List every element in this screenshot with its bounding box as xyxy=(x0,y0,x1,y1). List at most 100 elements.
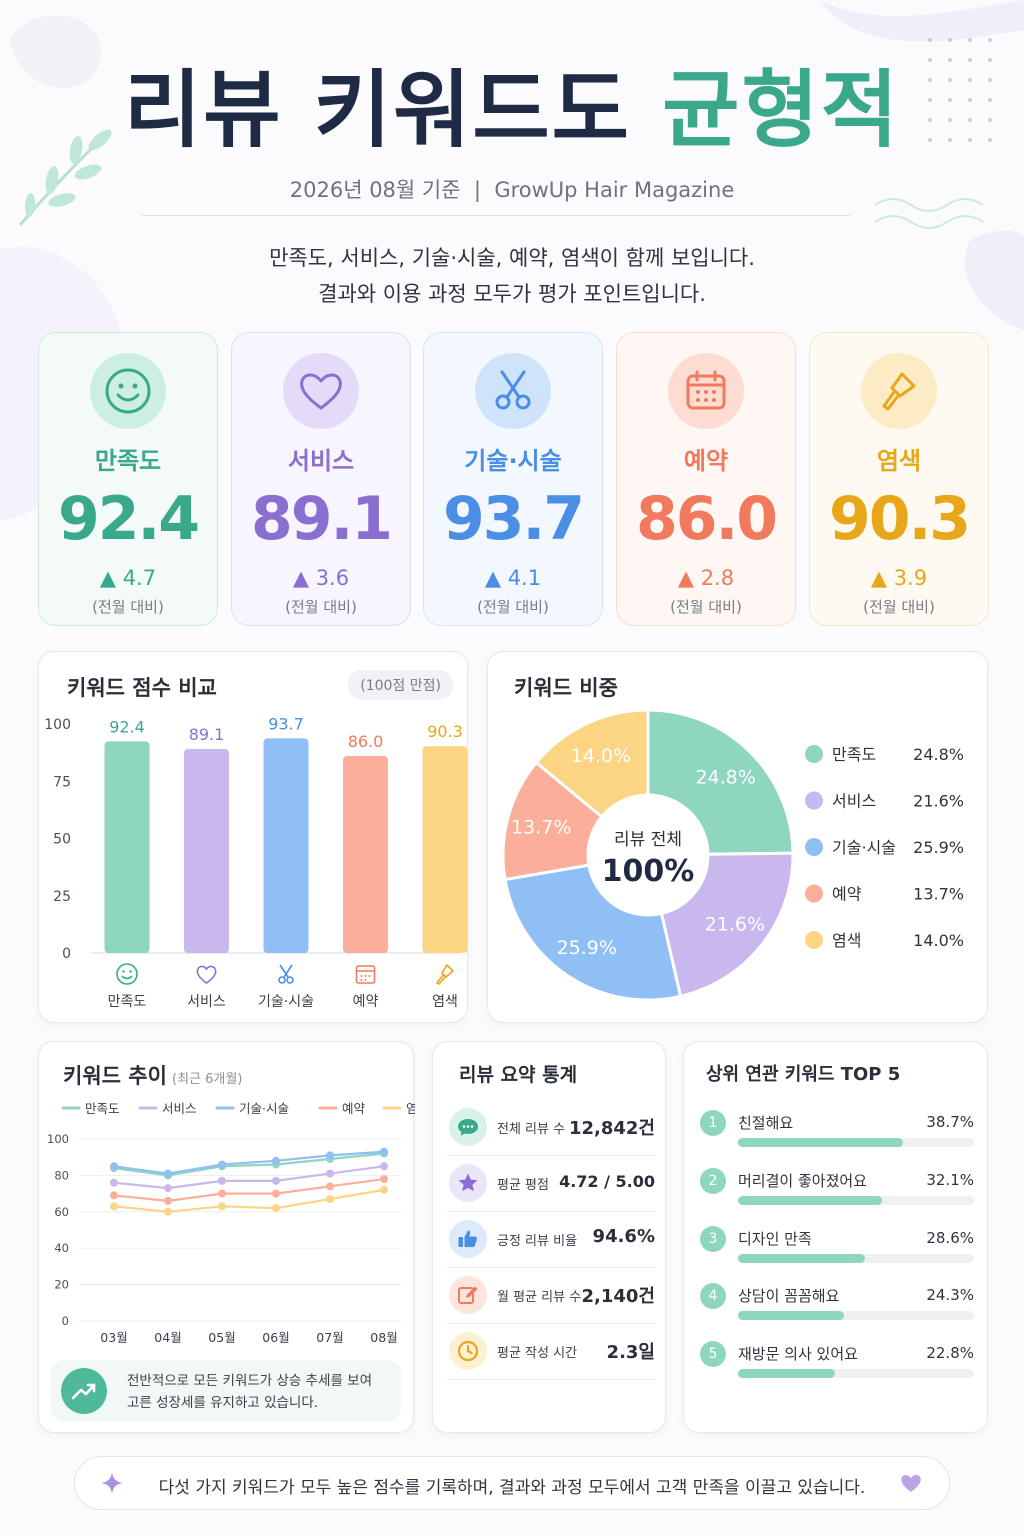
pie-slice-label: 24.8% xyxy=(695,766,755,788)
keyword-bar-track xyxy=(738,1196,974,1205)
top-keyword-row: 1 친절해요 38.7% xyxy=(700,1108,974,1158)
edit-icon xyxy=(449,1276,487,1314)
review-stats-card: 리뷰 요약 통계 전체 리뷰 수 12,842건 평균 평점 4.72 / 5.… xyxy=(432,1041,666,1433)
legend-label: 염색 xyxy=(832,931,861,950)
pie-chart-title: 키워드 비중 xyxy=(514,676,618,700)
x-tick-label: 염색 xyxy=(432,994,458,1010)
series-point xyxy=(272,1176,280,1185)
kpi-card-booking: 예약 86.0 ▲ 2.8 (전월 대비) xyxy=(616,332,796,626)
legend-value: 13.7% xyxy=(913,885,964,904)
trend-chart-card: 키워드 추이 (최근 6개월) 만족도 서비스 기술·시술 예약 염색 0 20 40 60 80… xyxy=(38,1041,415,1433)
series-point xyxy=(110,1191,118,1200)
kpi-note: (전월 대비) xyxy=(477,598,549,616)
scissors-icon xyxy=(278,964,294,984)
stat-label: 평균 평점 xyxy=(497,1178,549,1193)
stat-row: 전체 리뷰 수 12,842건 xyxy=(447,1100,655,1156)
calendar-icon xyxy=(686,370,726,410)
keyword-bar-track xyxy=(738,1138,974,1147)
keyword-label: 머리결이 좋아졌어요 xyxy=(738,1172,867,1190)
header: 리뷰 키워드도 균형적 2026년 08월 기준 | GrowUp Hair M… xyxy=(0,60,1024,204)
kpi-name: 기술·시술 xyxy=(464,447,562,475)
legend-label: 기술·시술 xyxy=(832,838,896,857)
y-tick-label: 60 xyxy=(54,1205,69,1219)
stat-value: 2.3일 xyxy=(606,1342,655,1363)
series-point xyxy=(326,1182,334,1191)
legend-label: 서비스 xyxy=(162,1101,197,1116)
bar-chart-card: 키워드 점수 비교 (100점 만점) 0 25 50 75 100 92.4 만족도 89.… xyxy=(38,651,468,1023)
thumbs-up-icon xyxy=(449,1220,487,1258)
kpi-icon-circle xyxy=(90,353,166,429)
legend-label: 염색 xyxy=(406,1101,415,1116)
x-tick-label: 06월 xyxy=(262,1330,289,1345)
review-stats-title: 리뷰 요약 통계 xyxy=(459,1064,578,1086)
stat-label: 평균 작성 시간 xyxy=(497,1346,578,1361)
x-tick-label: 08월 xyxy=(370,1330,397,1345)
top-keyword-row: 5 재방문 의사 있어요 22.8% xyxy=(700,1339,974,1389)
stat-row: 월 평균 리뷰 수 2,140건 xyxy=(447,1268,655,1324)
smile-icon xyxy=(116,963,138,985)
legend-value: 21.6% xyxy=(913,792,964,811)
bar-chart-title: 키워드 점수 비교 xyxy=(67,676,217,700)
legend-value: 25.9% xyxy=(913,838,964,857)
series-point xyxy=(326,1195,334,1204)
scissors-icon xyxy=(495,370,531,410)
top-keyword-row: 4 상담이 꼼꼼해요 24.3% xyxy=(700,1281,974,1331)
series-point xyxy=(164,1184,172,1193)
series-point xyxy=(272,1156,280,1165)
kpi-value: 86.0 xyxy=(635,484,778,554)
keyword-bar-fill xyxy=(738,1369,835,1378)
kpi-name: 예약 xyxy=(683,447,729,475)
rank-badge: 1 xyxy=(700,1110,726,1136)
bar-chart-scale-badge: (100점 만점) xyxy=(348,670,453,700)
page-subtitle: 2026년 08월 기준 | GrowUp Hair Magazine xyxy=(289,178,735,202)
series-point xyxy=(380,1185,388,1194)
legend-label: 기술·시술 xyxy=(239,1101,289,1116)
star-icon xyxy=(449,1164,487,1202)
legend-swatch xyxy=(805,838,823,856)
pie-slice xyxy=(534,708,650,819)
kpi-name: 염색 xyxy=(876,447,922,475)
series-point xyxy=(110,1202,118,1211)
heart-icon xyxy=(196,965,217,984)
kpi-note: (전월 대비) xyxy=(670,598,742,616)
legend-value: 14.0% xyxy=(913,931,964,950)
y-tick-label: 100 xyxy=(47,1132,69,1146)
bar-chart: 0 25 50 75 100 92.4 만족도 89.1 서비스 93.7 기술·시술 86.0 예약 9… xyxy=(44,714,468,1010)
keyword-percent: 28.6% xyxy=(926,1229,974,1247)
stat-row: 긍정 리뷰 비율 94.6% xyxy=(447,1212,655,1268)
keyword-label: 상담이 꼼꼼해요 xyxy=(738,1287,840,1305)
series-line xyxy=(113,1165,385,1190)
heart-icon xyxy=(300,373,342,410)
bar xyxy=(184,748,229,953)
keyword-percent: 32.1% xyxy=(926,1171,974,1189)
pie-chart: 24.8% 21.6% 25.9% 13.7% 14.0% 리뷰 전체 100% 만족도 24.… xyxy=(501,708,964,1002)
keyword-label: 재방문 의사 있어요 xyxy=(738,1345,858,1363)
series-point xyxy=(380,1175,388,1184)
pie-chart-card: 키워드 비중 24.8% 21.6% 25.9% 13.7% 14.0% 리뷰 전체 100… xyxy=(487,651,988,1023)
rank-badge: 3 xyxy=(700,1226,726,1252)
legend-value: 24.8% xyxy=(913,745,964,764)
kpi-note: (전월 대비) xyxy=(285,598,357,616)
series-point xyxy=(164,1196,172,1205)
series-point xyxy=(380,1147,388,1156)
keyword-label: 디자인 만족 xyxy=(738,1230,812,1248)
kpi-value: 93.7 xyxy=(442,484,585,554)
legend-label: 예약 xyxy=(342,1101,366,1116)
series-point xyxy=(218,1176,226,1185)
y-tick-label: 25 xyxy=(53,889,71,905)
legend-label: 만족도 xyxy=(832,745,876,764)
bar-value-label: 90.3 xyxy=(427,722,463,741)
heart-icon xyxy=(901,1474,921,1492)
brush-icon xyxy=(436,964,454,985)
pie-slice-label: 13.7% xyxy=(511,817,571,839)
page-description: 만족도, 서비스, 기술·시술, 예약, 염색이 함께 보입니다. 결과와 이용… xyxy=(269,246,755,306)
sparkle-icon xyxy=(101,1472,123,1494)
kpi-card-dyeing: 염색 90.3 ▲ 3.9 (전월 대비) xyxy=(809,332,989,626)
x-tick-label: 03월 xyxy=(100,1330,127,1345)
keyword-label: 친절해요 xyxy=(738,1114,794,1132)
kpi-card-satisfaction: 만족도 92.4 ▲ 4.7 (전월 대비) xyxy=(38,332,218,626)
pie-slice xyxy=(503,863,683,1002)
series-line xyxy=(113,1150,385,1175)
pie-slice-label: 14.0% xyxy=(571,745,631,767)
kpi-name: 만족도 xyxy=(94,447,162,475)
